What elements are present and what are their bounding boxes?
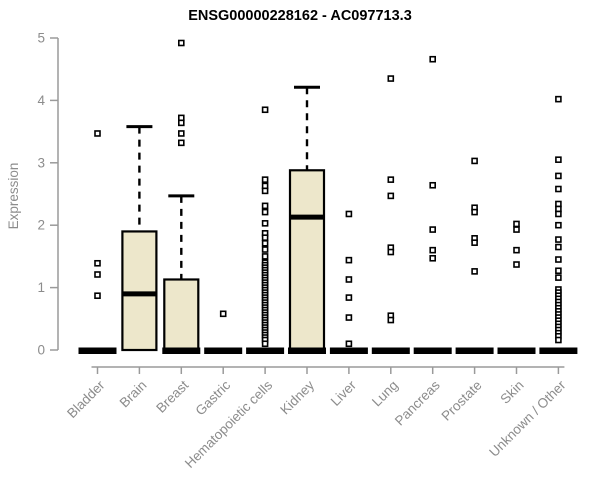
chart-title: ENSG00000228162 - AC097713.3 (188, 8, 412, 24)
outlier-point (261, 176, 269, 183)
outlier-point (261, 106, 269, 114)
outlier-point (471, 157, 478, 165)
zero-median-bar (413, 347, 452, 354)
outlier-point (219, 310, 227, 318)
outlier-point (429, 254, 437, 262)
y-tick-label: 1 (37, 280, 45, 295)
x-category-label: Unknown / Other (486, 377, 569, 460)
outlier-point (555, 336, 562, 344)
outlier-point (261, 340, 269, 348)
outlier-point (261, 187, 269, 195)
outlier-point (513, 226, 520, 233)
x-category-label: Gastric (192, 377, 233, 418)
outlier-point (387, 176, 395, 183)
outlier-point (345, 294, 353, 301)
outlier-point (429, 55, 437, 63)
outlier-point (178, 39, 185, 47)
box (288, 169, 326, 352)
outlier-point (555, 156, 562, 163)
y-tick-label: 4 (37, 93, 45, 108)
x-category-label: Brain (117, 378, 150, 411)
outlier-point (94, 130, 101, 137)
zero-median-bar (539, 347, 578, 354)
outlier-point (345, 276, 353, 283)
outlier-point (513, 246, 520, 254)
zero-median-bar (455, 347, 494, 354)
box (121, 230, 158, 352)
outlier-point (345, 314, 353, 321)
zero-median-bar (78, 347, 117, 354)
outlier-point (94, 292, 101, 300)
x-category-label: Prostate (439, 378, 485, 424)
outlier-point (261, 239, 269, 247)
outlier-point (345, 340, 353, 348)
outlier-point (513, 220, 520, 228)
box (163, 278, 200, 352)
zero-median-bar (371, 347, 410, 354)
outlier-point (513, 261, 520, 268)
outlier-point (555, 221, 562, 229)
y-tick-label: 0 (37, 343, 45, 358)
x-category-label: Bladder (64, 377, 108, 421)
outlier-point (261, 234, 269, 241)
outlier-point (555, 185, 562, 193)
zero-median-bar (204, 347, 243, 354)
y-axis-label: Expression (6, 162, 21, 230)
outlier-point (555, 172, 562, 180)
outlier-point (387, 192, 395, 200)
outlier-point (345, 256, 353, 264)
outlier-point (555, 210, 562, 218)
x-category-label: Liver (328, 377, 360, 409)
outlier-point (261, 246, 269, 253)
outlier-point (555, 267, 562, 275)
outlier-point (555, 256, 562, 263)
outlier-point (555, 236, 562, 243)
outlier-point (345, 210, 353, 218)
x-category-label: Lung (369, 378, 401, 410)
x-category-label: Breast (153, 377, 191, 415)
y-tick-label: 3 (37, 155, 45, 170)
zero-median-bar (246, 347, 285, 354)
outlier-point (261, 253, 269, 260)
outlier-point (178, 139, 185, 147)
zero-median-bar (497, 347, 536, 354)
outlier-point (387, 248, 395, 256)
x-category-label: Skin (497, 378, 526, 407)
outlier-point (555, 243, 562, 251)
outlier-point (471, 208, 478, 216)
outlier-point (471, 268, 478, 275)
x-category-label: Kidney (277, 377, 317, 417)
outlier-point (555, 274, 562, 281)
outlier-point (94, 271, 101, 278)
outlier-point (387, 75, 395, 82)
zero-median-bar (162, 347, 201, 354)
outlier-point (261, 220, 269, 227)
outlier-point (471, 239, 478, 246)
outlier-point (429, 226, 437, 233)
outlier-point (178, 130, 185, 137)
outlier-point (261, 208, 269, 216)
x-category-label: Pancreas (392, 377, 443, 428)
outlier-point (555, 95, 562, 103)
outlier-point (429, 246, 437, 254)
outlier-point (387, 316, 395, 324)
zero-median-bar (288, 347, 326, 354)
outlier-point (261, 202, 269, 210)
outlier-point (178, 119, 185, 127)
zero-median-bar (329, 347, 368, 354)
outlier-point (429, 181, 437, 189)
y-tick-label: 2 (37, 218, 45, 233)
y-tick-label: 5 (37, 31, 45, 46)
outlier-point (94, 259, 101, 267)
